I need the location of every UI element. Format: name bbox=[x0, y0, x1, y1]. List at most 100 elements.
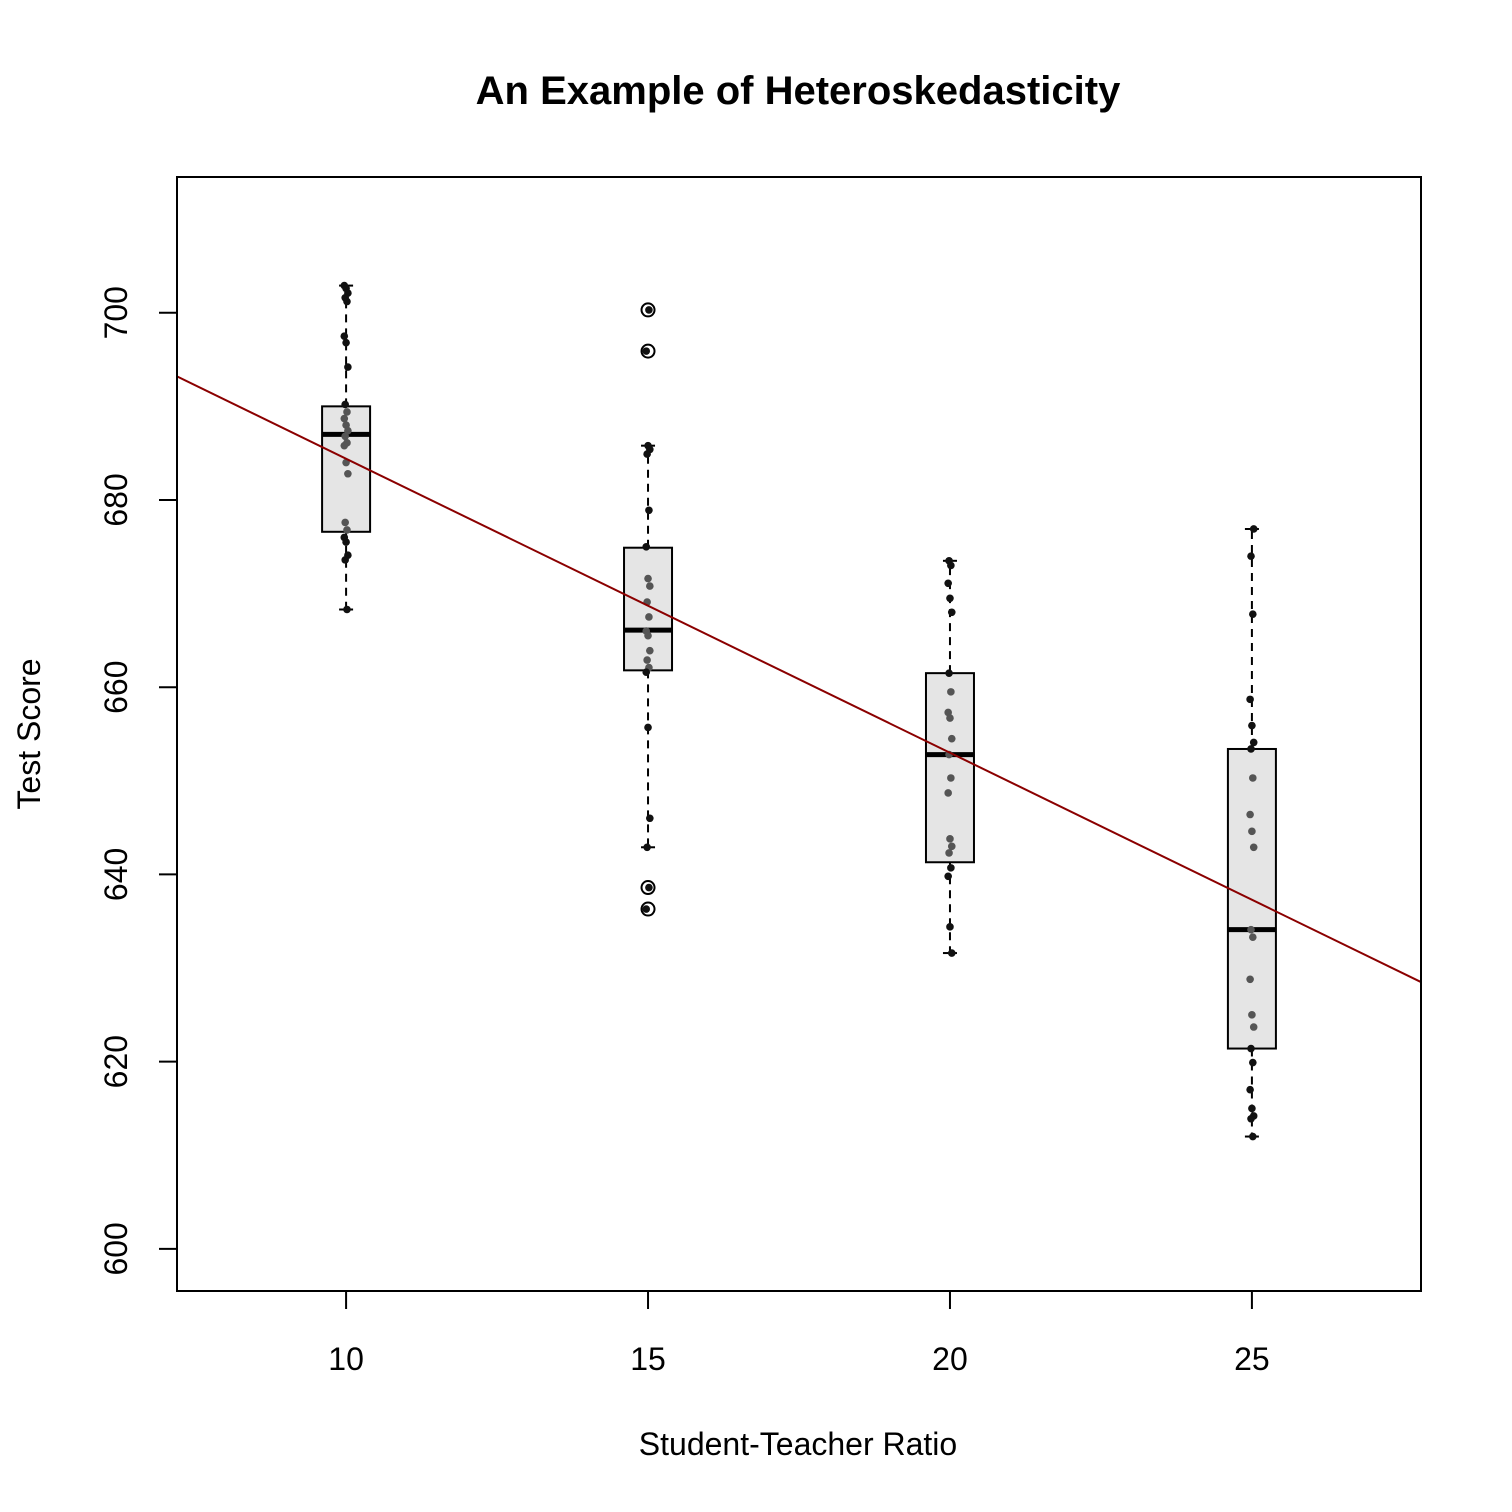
y-tick-label: 660 bbox=[98, 660, 134, 713]
data-point bbox=[947, 734, 956, 743]
data-point bbox=[645, 613, 653, 621]
data-point bbox=[341, 432, 349, 441]
plot-frame bbox=[176, 176, 1422, 1292]
data-point bbox=[340, 441, 349, 450]
x-tick-label: 20 bbox=[932, 1341, 968, 1377]
x-tick-label: 15 bbox=[630, 1341, 666, 1377]
data-point bbox=[1249, 1132, 1257, 1141]
box bbox=[924, 672, 975, 864]
data-point bbox=[1249, 738, 1258, 747]
data-point bbox=[1247, 552, 1255, 560]
data-point bbox=[646, 814, 654, 823]
data-point bbox=[646, 646, 654, 655]
data-point bbox=[1249, 610, 1257, 618]
plot-area bbox=[176, 281, 1422, 1141]
data-point bbox=[946, 835, 954, 843]
data-point bbox=[642, 347, 651, 355]
data-point bbox=[946, 923, 954, 931]
data-point bbox=[1249, 525, 1258, 533]
data-point bbox=[1248, 827, 1256, 836]
data-point bbox=[946, 714, 954, 722]
data-point bbox=[947, 774, 955, 782]
y-tick-label: 680 bbox=[98, 473, 134, 526]
data-point bbox=[947, 688, 955, 696]
data-point bbox=[642, 542, 651, 551]
y-tick-label: 700 bbox=[98, 286, 134, 339]
data-point bbox=[645, 883, 653, 892]
data-point bbox=[1249, 843, 1258, 852]
x-axis-label: Student-Teacher Ratio bbox=[639, 1426, 957, 1462]
data-point bbox=[644, 574, 652, 583]
y-tick-label: 600 bbox=[98, 1222, 134, 1275]
x-tick-label: 10 bbox=[328, 1341, 364, 1377]
y-tick-label: 620 bbox=[98, 1035, 134, 1088]
data-point bbox=[1247, 925, 1255, 934]
x-axis: 10 15 20 25 bbox=[328, 1291, 1270, 1377]
data-point bbox=[944, 579, 952, 588]
chart-title: An Example of Heteroskedasticity bbox=[476, 69, 1121, 113]
data-point bbox=[1247, 745, 1255, 753]
data-point bbox=[947, 842, 956, 851]
data-point bbox=[944, 789, 952, 797]
data-point bbox=[643, 450, 651, 458]
data-point bbox=[642, 668, 651, 677]
data-point bbox=[643, 843, 651, 852]
data-point bbox=[643, 656, 651, 664]
data-point bbox=[1248, 1104, 1256, 1113]
data-point bbox=[1246, 1085, 1254, 1094]
data-point bbox=[946, 594, 954, 603]
outlier-point bbox=[640, 880, 656, 896]
boxplot-group-20 bbox=[924, 557, 975, 957]
data-point bbox=[343, 297, 351, 306]
data-point bbox=[947, 608, 956, 617]
data-point bbox=[645, 506, 653, 515]
data-point bbox=[343, 526, 351, 534]
data-point bbox=[1246, 810, 1254, 819]
data-point bbox=[646, 582, 654, 590]
data-point bbox=[642, 905, 651, 913]
data-point bbox=[1249, 933, 1257, 941]
boxplot-group-15 bbox=[623, 302, 674, 917]
data-point bbox=[1249, 1058, 1257, 1067]
data-point bbox=[1247, 1114, 1255, 1123]
data-point bbox=[341, 400, 349, 409]
data-point bbox=[344, 363, 352, 371]
data-point bbox=[644, 723, 652, 732]
data-point bbox=[341, 518, 349, 527]
data-point bbox=[1249, 774, 1257, 782]
data-point bbox=[947, 561, 955, 570]
data-point bbox=[947, 864, 955, 872]
data-point bbox=[644, 631, 652, 640]
data-point bbox=[342, 338, 350, 347]
data-point bbox=[340, 414, 349, 423]
outlier-point bbox=[640, 343, 656, 359]
y-tick-label: 640 bbox=[98, 848, 134, 901]
boxplot-group-10 bbox=[321, 281, 372, 614]
data-point bbox=[344, 426, 352, 435]
data-point bbox=[645, 306, 653, 314]
data-point bbox=[344, 469, 352, 478]
data-point bbox=[1246, 695, 1254, 704]
y-axis: 600 620 640 660 680 700 bbox=[98, 286, 177, 1276]
data-point bbox=[945, 849, 953, 857]
data-point bbox=[343, 605, 351, 614]
boxplot-group-25 bbox=[1226, 525, 1277, 1141]
data-point bbox=[1247, 1044, 1255, 1053]
outlier-point bbox=[640, 302, 656, 318]
data-point bbox=[343, 408, 351, 416]
data-point bbox=[944, 872, 952, 881]
regression-line bbox=[176, 375, 1422, 983]
x-tick-label: 25 bbox=[1234, 1341, 1270, 1377]
data-point bbox=[1248, 1011, 1256, 1019]
data-point bbox=[1249, 1023, 1258, 1031]
data-point bbox=[947, 949, 956, 957]
data-point bbox=[1246, 975, 1254, 984]
data-point bbox=[342, 538, 350, 546]
data-point bbox=[1248, 721, 1256, 730]
y-axis-label: Test Score bbox=[11, 658, 47, 809]
data-point bbox=[341, 556, 349, 564]
data-point bbox=[945, 669, 953, 677]
data-point bbox=[340, 332, 349, 340]
outlier-point bbox=[640, 901, 656, 917]
